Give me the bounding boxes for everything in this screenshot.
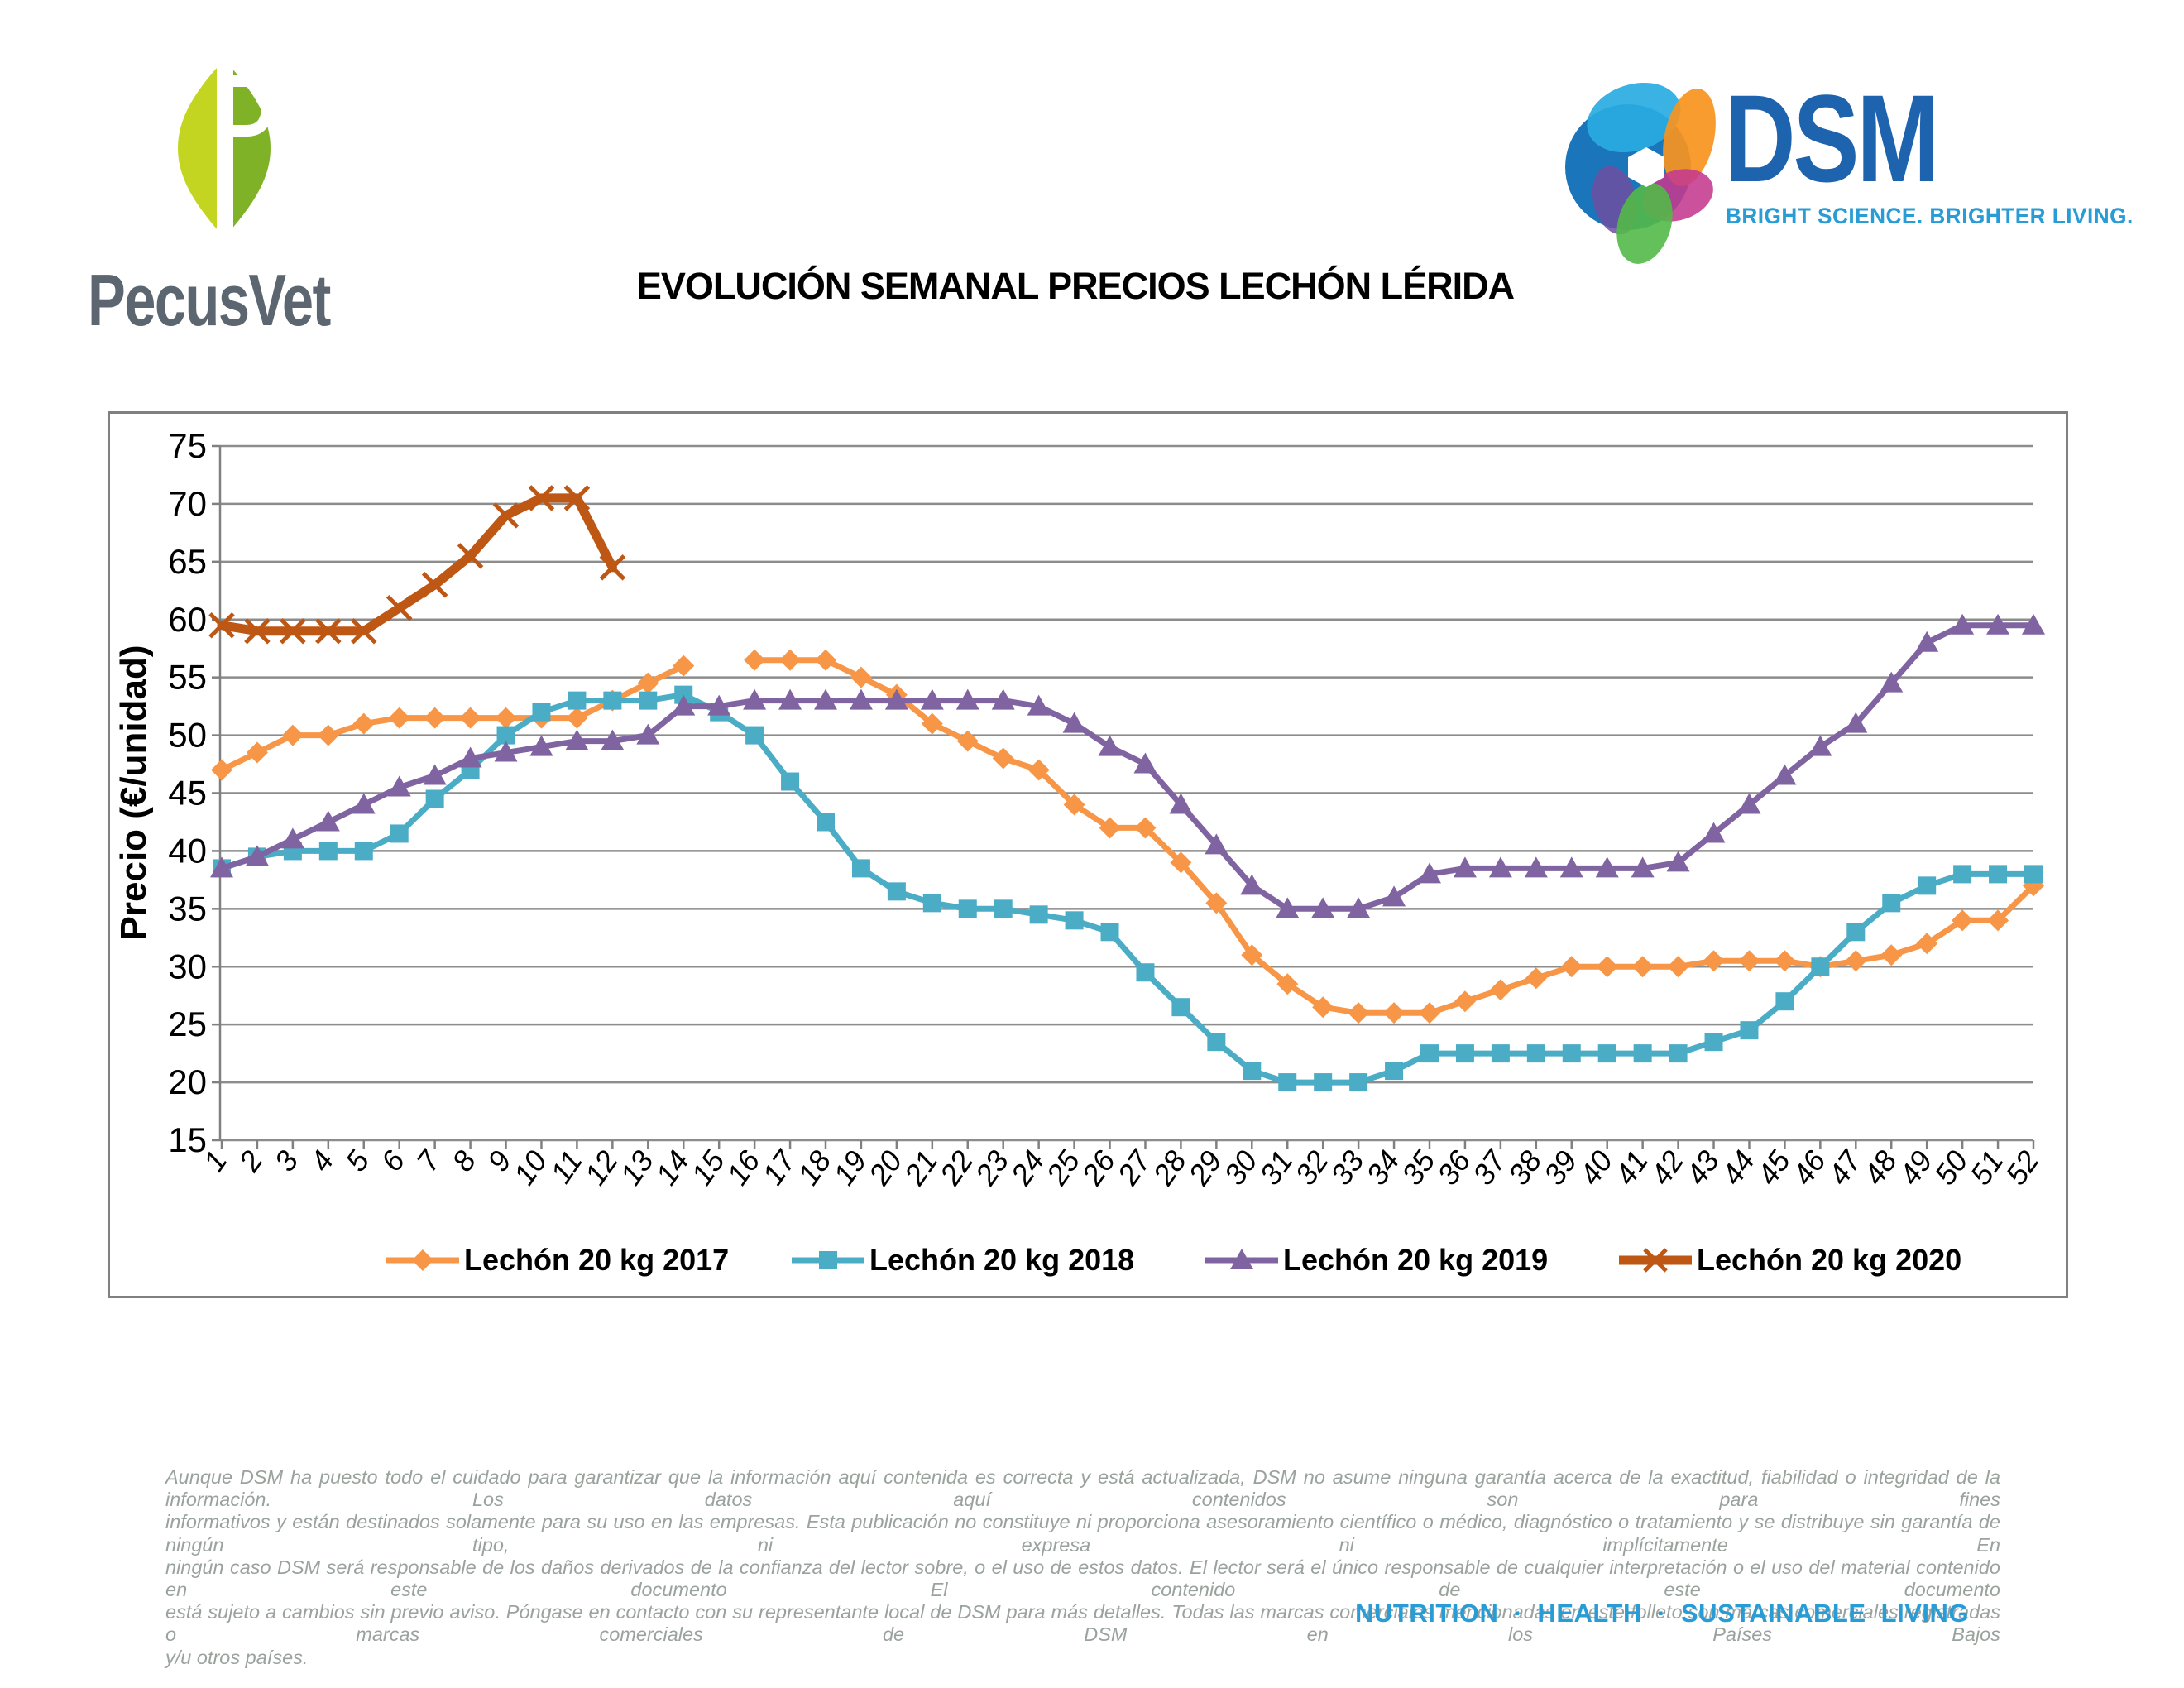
y-tick-label: 70 (168, 484, 207, 523)
legend-marker-icon (1619, 1248, 1692, 1273)
legend-item-2020: Lechón 20 kg 2020 (1617, 1240, 1961, 1281)
legend-label: Lechón 20 kg 2017 (464, 1243, 730, 1277)
y-tick-label: 50 (168, 716, 207, 755)
y-tick-label: 35 (168, 889, 207, 928)
disclaimer-line: Aunque DSM ha puesto todo el cuidado par… (165, 1466, 2000, 1511)
page-title: EVOLUCIÓN SEMANAL PRECIOS LECHÓN LÉRIDA (636, 265, 1515, 307)
dsm-logo-swirl-icon (1565, 82, 1716, 264)
legend-label: Lechón 20 kg 2018 (869, 1243, 1135, 1277)
disclaimer-text: Aunque DSM ha puesto todo el cuidado par… (165, 1466, 2000, 1669)
y-tick-label: 55 (168, 658, 207, 697)
disclaimer-line: y/u otros países. (165, 1646, 309, 1668)
y-tick-label: 75 (168, 426, 207, 465)
legend-marker-icon (386, 1249, 459, 1271)
disclaimer-line: informativos y están destinados solament… (165, 1511, 2000, 1556)
y-tick-label: 15 (168, 1120, 207, 1159)
y-tick-label: 20 (168, 1062, 207, 1101)
dsm-wordmark: DSM (1724, 69, 1939, 208)
y-tick-label: 65 (168, 542, 207, 581)
legend-marker-icon (1205, 1249, 1278, 1269)
legend-item-2018: Lechón 20 kg 2018 (790, 1240, 1134, 1281)
y-tick-label: 25 (168, 1005, 207, 1043)
pecusvet-logo-icon (178, 56, 274, 242)
chart-frame (108, 411, 2068, 1298)
y-tick-label: 30 (168, 947, 207, 985)
disclaimer-line: está sujeto a cambios sin previo aviso. … (165, 1601, 2000, 1646)
legend-label: Lechón 20 kg 2020 (1697, 1243, 1962, 1277)
price-evolution-chart: 1520253035404550556065707512345678910111… (108, 411, 2068, 1298)
y-tick-label: 45 (168, 774, 207, 813)
disclaimer-line: ningún caso DSM será responsable de los … (165, 1556, 2000, 1601)
legend-item-2019: Lechón 20 kg 2019 (1204, 1240, 1548, 1281)
y-tick-label: 60 (168, 600, 207, 639)
legend-item-2017: Lechón 20 kg 2017 (385, 1240, 729, 1281)
footer-tagline: NUTRITION · HEALTH · SUSTAINABLE LIVING (1355, 1599, 1969, 1628)
legend-label: Lechón 20 kg 2019 (1283, 1243, 1549, 1277)
y-tick-label: 40 (168, 831, 207, 870)
pecusvet-wordmark: PecusVet (88, 259, 331, 341)
y-axis-title: Precio (€/unidad) (113, 645, 154, 941)
legend-marker-icon (792, 1251, 864, 1269)
dsm-tagline: BRIGHT SCIENCE. BRIGHTER LIVING. (1726, 204, 2134, 228)
